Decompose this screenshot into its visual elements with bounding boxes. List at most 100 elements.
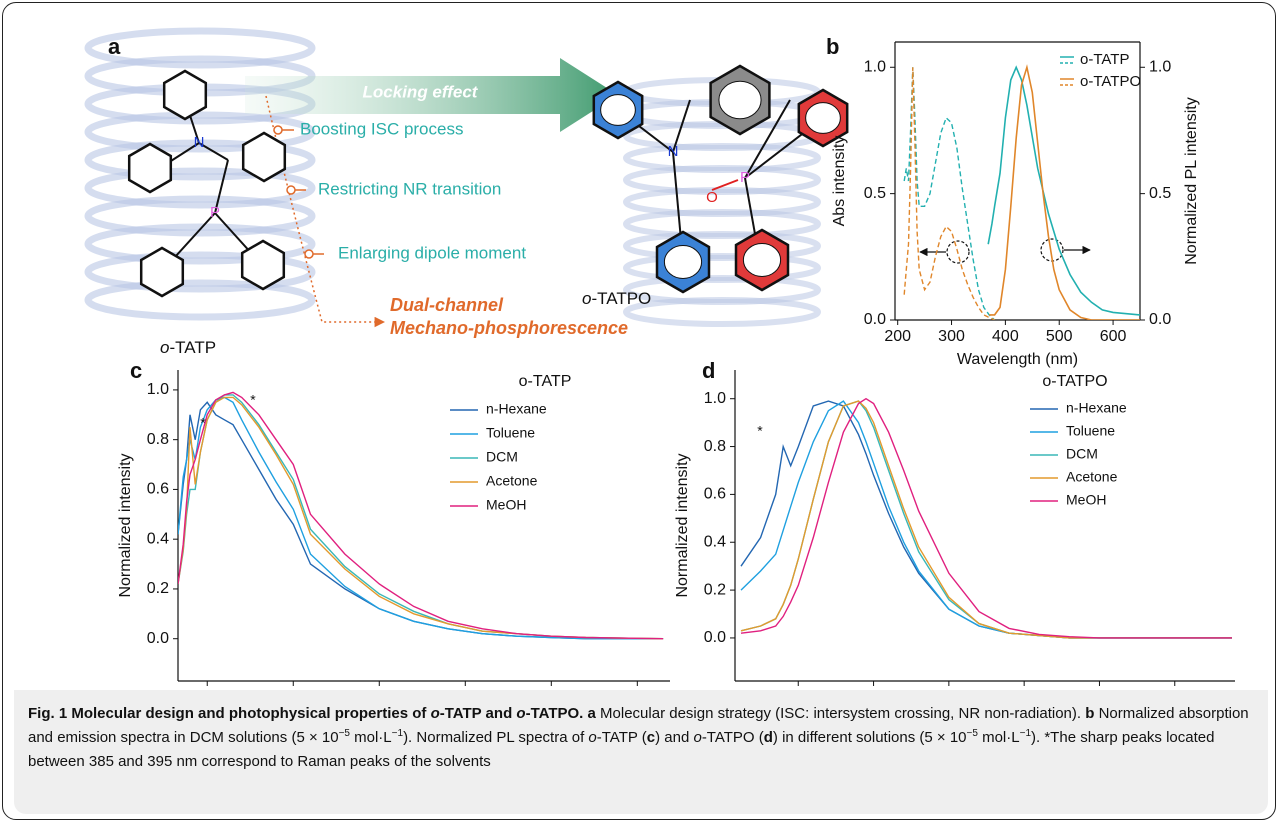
caption-text: -TATPO. — [525, 705, 584, 722]
caption-text: −5 — [338, 728, 350, 739]
caption-text: −1 — [391, 728, 404, 739]
caption-text: −1 — [1019, 728, 1032, 739]
molecule-name: o-TATP — [160, 338, 216, 357]
series-line — [903, 67, 995, 320]
ring-inner — [718, 80, 762, 120]
bond — [214, 159, 229, 214]
caption-text: ) in different solutions (5 × 10 — [772, 729, 967, 746]
step-label: Restricting NR transition — [318, 179, 501, 198]
y2-tick-label: 1.0 — [1149, 58, 1171, 75]
panel-label: d — [702, 358, 715, 383]
molecule-name: o-TATPO — [582, 289, 651, 308]
spiral-ring — [623, 297, 821, 327]
y-axis-label: Normalized intensity — [117, 453, 134, 597]
direction-markers — [919, 238, 1091, 264]
legend-label: MeOH — [486, 497, 526, 513]
legend-label: n-Hexane — [1066, 400, 1127, 416]
ring — [162, 69, 208, 121]
legend-label: n-Hexane — [486, 401, 547, 417]
annotation: * — [757, 423, 763, 439]
spiral-ring — [84, 167, 316, 209]
y2-tick-label: 0.0 — [1149, 311, 1171, 328]
legend-label: Acetone — [486, 473, 538, 489]
y-tick-label: 0.6 — [704, 486, 726, 503]
step-label: Boosting ISC process — [300, 119, 463, 138]
caption-text: mol·L — [349, 729, 392, 746]
y-axis-label: Abs intensity — [831, 136, 848, 227]
y-tick-label: 0.5 — [864, 185, 886, 202]
y-tick-label: 1.0 — [864, 58, 886, 75]
x-tick-label: 500 — [1046, 328, 1073, 345]
legend-title: o-TATP — [519, 373, 572, 390]
legend-title: o-TATPO — [1042, 373, 1107, 390]
name-body: -TATP — [169, 338, 216, 357]
atom-label: P — [740, 169, 750, 186]
bond — [672, 99, 691, 153]
caption-text: -TATPO ( — [701, 729, 764, 746]
atom-label: O — [706, 189, 718, 206]
legend-label: Toluene — [486, 425, 535, 441]
result-label: Mechano-phosphorescence — [390, 318, 628, 338]
y-tick-label: 0.6 — [147, 481, 169, 498]
bond — [711, 179, 739, 191]
caption-text: o — [430, 705, 440, 722]
x-tick-label: 400 — [992, 328, 1019, 345]
bond — [198, 142, 229, 161]
name-prefix: o — [582, 289, 591, 308]
series-line — [987, 65, 1140, 316]
caption-text: ). Normalized PL spectra of — [403, 729, 589, 746]
annotation: * — [250, 392, 256, 408]
molecules — [127, 64, 849, 298]
y-tick-label: 1.0 — [147, 381, 169, 398]
y-tick-label: 0.8 — [147, 431, 169, 448]
caption-text: o — [516, 705, 526, 722]
caption: Fig. 1 Molecular design and photophysica… — [14, 690, 1268, 814]
ring-inner — [742, 243, 782, 277]
y-tick-label: 0.0 — [147, 630, 169, 647]
ring-inner — [663, 245, 703, 279]
y-tick-label: 0.2 — [147, 580, 169, 597]
name-prefix: o — [160, 338, 169, 357]
caption-text: -TATP and — [439, 705, 517, 722]
spiral-ring — [84, 195, 316, 237]
caption-text: Molecular design strategy (ISC: intersys… — [595, 705, 1086, 722]
panel-label: c — [130, 358, 142, 383]
x-tick-label: 600 — [1100, 328, 1127, 345]
legend-label: o-TATPO — [1080, 73, 1141, 90]
series-line — [178, 394, 664, 640]
result-label: Dual-channel — [390, 295, 504, 315]
spiral-ring — [84, 27, 316, 69]
caption-text: d — [763, 729, 773, 746]
legend-label: DCM — [486, 449, 518, 465]
annotation: * — [200, 415, 206, 431]
series-line — [903, 67, 996, 320]
y-tick-label: 0.0 — [864, 311, 886, 328]
series-line — [989, 64, 1140, 320]
spiral-ring — [84, 251, 316, 293]
series-line — [178, 391, 664, 640]
y-tick-label: 1.0 — [704, 390, 726, 407]
caption-text: mol·L — [977, 729, 1020, 746]
caption-text: b — [1085, 705, 1095, 722]
y-axis-label: Normalized intensity — [674, 453, 691, 597]
spiral-ring — [84, 111, 316, 153]
atom-label: P — [210, 204, 220, 221]
caption-text: Normalized absorption and emission spect… — [28, 705, 1249, 746]
x-tick-label: 200 — [884, 328, 911, 345]
series-line — [740, 400, 1232, 639]
caption-text: Fig. 1 Molecular design and photophysica… — [28, 705, 431, 722]
atom-label: N — [194, 134, 205, 151]
caption-text: o — [693, 729, 702, 746]
name-body: -TATPO — [591, 289, 651, 308]
ring-inner — [805, 102, 841, 134]
caption-text: ). *The sharp peaks located between 385 … — [28, 729, 1215, 770]
legend-label: o-TATP — [1080, 51, 1129, 68]
x-tick-label: 300 — [938, 328, 965, 345]
caption-text: c — [646, 729, 656, 746]
series-line — [740, 400, 1232, 639]
series-line — [178, 396, 664, 640]
spiral-decoration — [84, 27, 821, 327]
y2-axis-label: Normalized PL intensity — [1183, 97, 1200, 264]
